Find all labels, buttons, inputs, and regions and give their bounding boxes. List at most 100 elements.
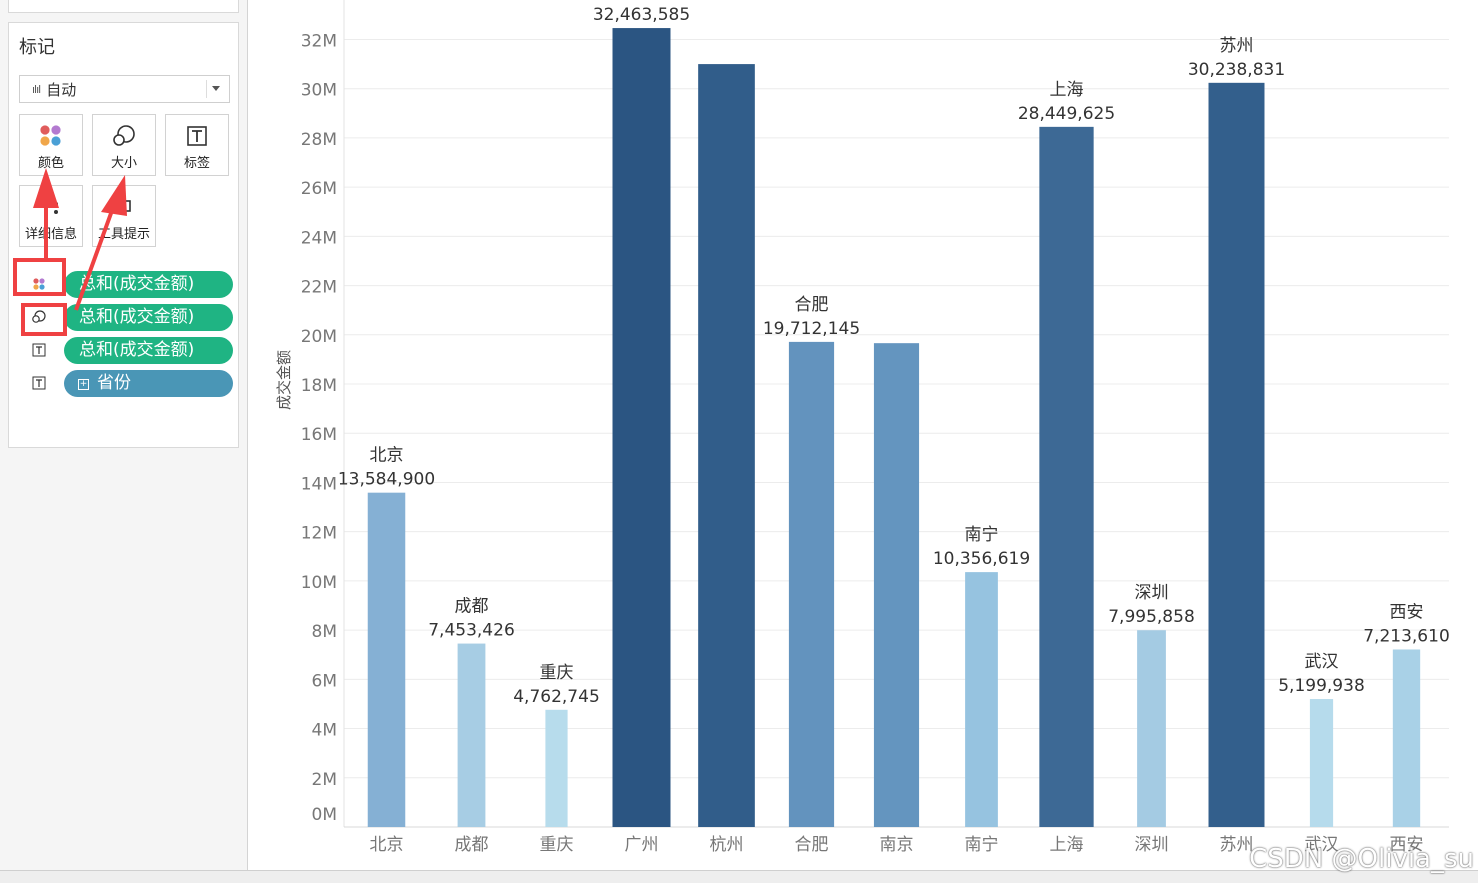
color-field-pill[interactable]: 总和(成交金额)	[64, 271, 233, 298]
bar-category-label: 合肥	[795, 295, 829, 315]
annotation-arrows	[33, 168, 127, 311]
bar-category-label: 苏州	[1220, 36, 1254, 56]
bar-category-label: 上海	[1050, 80, 1084, 100]
bar[interactable]	[1039, 126, 1094, 827]
x-axis-ticks: 北京 成都 重庆 广州 杭州 合肥 南京 南宁 上海 深圳 苏州 武汉 西安	[370, 835, 1424, 855]
y-tick-label: 16M	[301, 425, 337, 445]
label-button[interactable]: 标签	[165, 114, 229, 176]
data-labels: 13,584,900 北京 7,453,426 成都 4,762,745 重庆 32,463…	[338, 5, 1450, 707]
annotation-box-size	[21, 303, 67, 336]
bar-category-label: 深圳	[1135, 583, 1169, 603]
y-tick-label: 8M	[312, 622, 337, 642]
bar-category-label: 重庆	[540, 663, 574, 683]
province-pill-label: 省份	[97, 373, 131, 393]
bar-value-label: 7,213,610	[1363, 626, 1450, 646]
size-button[interactable]: 大小	[92, 114, 156, 176]
y-tick-label: 2M	[312, 770, 337, 790]
size-circles-icon	[93, 123, 155, 149]
color-palette-icon	[20, 123, 82, 149]
bar[interactable]	[698, 64, 755, 828]
y-tick-label: 14M	[301, 474, 337, 494]
bar-value-label: 7,995,858	[1108, 607, 1195, 627]
y-tick-label: 4M	[312, 721, 337, 741]
x-tick-label: 杭州	[710, 835, 744, 855]
bar-category-label: 南宁	[965, 525, 999, 545]
y-axis-title: 成交金额	[275, 350, 293, 410]
filters-card	[8, 0, 239, 13]
x-tick-label: 深圳	[1135, 835, 1169, 855]
bar[interactable]	[1137, 630, 1166, 827]
y-axis-ticks: 0M 2M 4M 6M 8M 10M 12M 14M 16M 18M 20M 22M 24M 26M 28M…	[301, 31, 337, 825]
bar[interactable]	[1392, 649, 1421, 827]
size-field-pill[interactable]: 总和(成交金额)	[64, 304, 233, 331]
bar-chart: 13,584,900 北京 7,453,426 成都 4,762,745 重庆 32,463…	[275, 0, 1450, 855]
x-tick-label: 北京	[370, 835, 404, 855]
bar-chart-icon: ılıl	[32, 82, 41, 96]
bar[interactable]	[612, 28, 671, 828]
bar-value-label: 28,449,625	[1018, 104, 1115, 124]
color-button-label: 颜色	[37, 156, 64, 171]
bar[interactable]	[788, 341, 835, 827]
y-tick-label: 28M	[301, 130, 337, 150]
y-tick-label: 32M	[301, 31, 337, 51]
y-tick-label: 6M	[312, 671, 337, 691]
gridlines	[343, 0, 1449, 828]
y-tick-label: 18M	[301, 376, 337, 396]
y-tick-label: 26M	[301, 179, 337, 199]
bar-category-label: 西安	[1390, 602, 1424, 622]
x-tick-label: 苏州	[1220, 835, 1254, 855]
shelf-row-color: 总和(成交金额)	[27, 270, 237, 298]
bar-value-label: 19,712,145	[763, 319, 860, 339]
x-tick-label: 重庆	[540, 835, 574, 855]
x-tick-label: 南宁	[965, 835, 999, 855]
x-tick-label: 南京	[880, 835, 914, 855]
marks-sidebar: 标记 ılıl 自动 颜色	[0, 0, 248, 882]
x-tick-label: 广州	[625, 835, 659, 855]
bar[interactable]	[545, 709, 568, 827]
expand-plus-icon[interactable]: +	[78, 379, 89, 390]
shelf-row-label: 总和(成交金额)	[27, 336, 237, 364]
bar-value-label: 4,762,745	[513, 687, 600, 707]
y-tick-label: 30M	[301, 81, 337, 101]
text-label-icon	[166, 123, 228, 149]
label-field-pill[interactable]: 总和(成交金额)	[64, 337, 233, 364]
watermark: CSDN @Olivia_su	[1249, 844, 1474, 874]
x-tick-label: 成都	[455, 835, 489, 855]
marks-title: 标记	[19, 37, 55, 58]
tooltip-button-label: 工具提示	[97, 227, 150, 242]
bar-category-label: 成都	[455, 597, 489, 617]
bar[interactable]	[1208, 82, 1265, 827]
x-tick-label: 上海	[1050, 835, 1084, 855]
bar[interactable]	[965, 572, 998, 827]
shelf-row-size: 总和(成交金额)	[27, 303, 237, 331]
y-tick-label: 12M	[301, 524, 337, 544]
text-label-icon	[31, 375, 47, 391]
province-field-pill[interactable]: + 省份	[64, 370, 233, 397]
bar[interactable]	[367, 492, 406, 827]
y-tick-label: 10M	[301, 573, 337, 593]
size-circles-icon	[31, 309, 47, 325]
detail-button-label: 详细信息	[24, 227, 77, 242]
bar-value-label: 5,199,938	[1278, 676, 1365, 696]
color-palette-icon	[31, 276, 47, 292]
status-bar	[0, 870, 1478, 883]
bar-value-label: 13,584,900	[338, 470, 435, 490]
bar-category-label: 武汉	[1305, 652, 1339, 672]
annotation-box-color	[13, 258, 66, 296]
mark-type-value: 自动	[46, 80, 77, 99]
chart-area: 13,584,900 北京 7,453,426 成都 4,762,745 重庆 32,463…	[249, 0, 1478, 870]
text-label-icon	[31, 342, 47, 358]
bar-value-label: 32,463,585	[593, 5, 690, 25]
shelf-row-label-province: + 省份	[27, 369, 237, 397]
bar[interactable]	[873, 343, 920, 827]
chevron-down-icon[interactable]	[212, 86, 220, 91]
mark-type-dropdown[interactable]: ılıl 自动	[19, 75, 230, 103]
bars	[367, 28, 1421, 828]
bar[interactable]	[457, 643, 486, 827]
bar-value-label: 7,453,426	[428, 621, 515, 641]
bar[interactable]	[1309, 699, 1334, 827]
label-button-label: 标签	[183, 156, 210, 171]
y-tick-label: 0M	[312, 805, 337, 825]
y-tick-label: 22M	[301, 278, 337, 298]
color-button[interactable]: 颜色	[19, 114, 83, 176]
